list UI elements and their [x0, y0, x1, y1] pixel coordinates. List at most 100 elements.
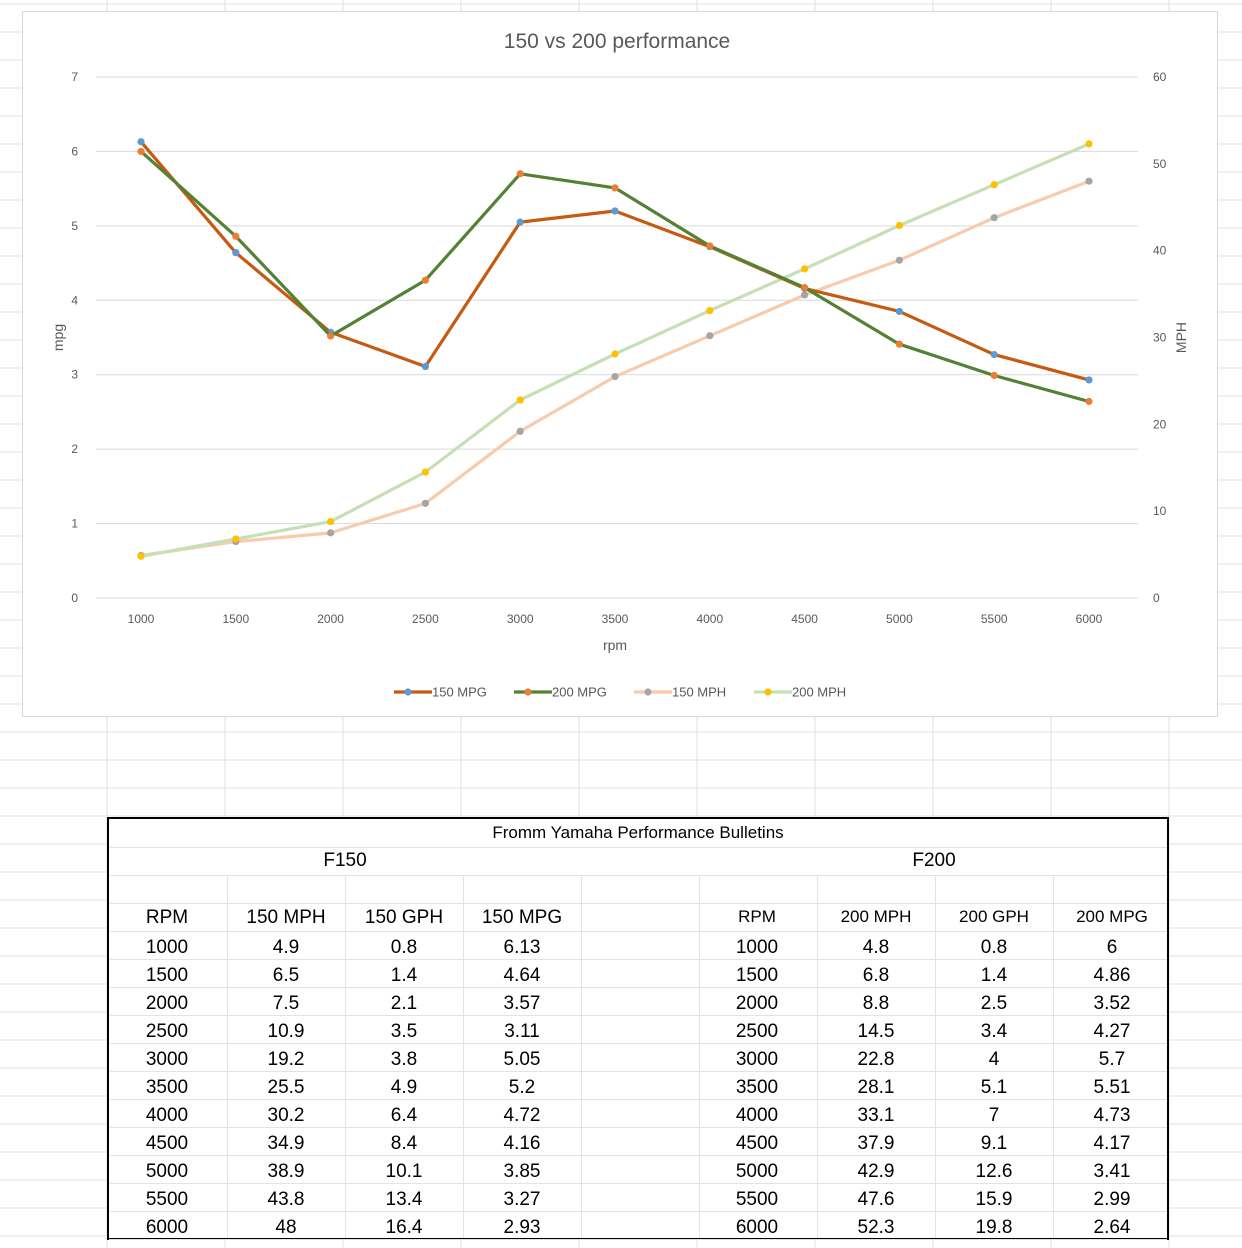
table-cell: 1000: [145, 937, 189, 958]
table-cell: 19.2: [267, 1049, 305, 1070]
data-point: [137, 147, 145, 156]
data-point: [327, 529, 335, 537]
table-cell: 25.5: [267, 1077, 305, 1098]
table-cell: 6.5: [272, 965, 300, 986]
grid-divider: [345, 875, 346, 1238]
grid-divider: [109, 1155, 1167, 1156]
grid-divider: [109, 1127, 1167, 1128]
table-cell: 4.8: [862, 937, 890, 958]
table-cell: 42.9: [857, 1161, 895, 1182]
table-cell: 4.9: [272, 937, 300, 958]
table-cell: 3.41: [1093, 1161, 1131, 1182]
table-cell: 5.7: [1098, 1049, 1126, 1070]
table-cell: 4000: [735, 1105, 779, 1126]
table-cell: 6000: [735, 1217, 779, 1238]
table-cell: 28.1: [857, 1077, 895, 1098]
table-cell: 3.5: [390, 1021, 418, 1042]
table-cell: 4.73: [1093, 1105, 1131, 1126]
table-cell: 3500: [145, 1077, 189, 1098]
chart-container[interactable]: 150 vs 200 performance 0 1 2 3 4 5 6 7 0 10 20 30 40 5…: [22, 11, 1218, 717]
table-cell: 3.57: [503, 993, 541, 1014]
chart-title: 150 vs 200 performance: [504, 30, 730, 53]
table-cell: 0.8: [980, 937, 1008, 958]
table-cell: 10.9: [267, 1021, 305, 1042]
table-cell: 9.1: [980, 1133, 1008, 1154]
table-cell: 1000: [735, 937, 779, 958]
x-tick-label: 3500: [602, 612, 629, 626]
data-point: [801, 284, 809, 292]
column-header: 150 MPH: [246, 907, 326, 928]
table-cell: 43.8: [267, 1189, 305, 1210]
data-point: [516, 396, 524, 404]
table-cell: 1.4: [390, 965, 418, 986]
table-cell: 4: [988, 1049, 1000, 1070]
table-cell: 2000: [145, 993, 189, 1014]
column-header: 150 GPH: [364, 907, 444, 928]
data-point: [990, 371, 998, 380]
table-cell: 7.5: [272, 993, 300, 1014]
table-cell: 13.4: [385, 1189, 423, 1210]
table-cell: 4.27: [1093, 1021, 1131, 1042]
x-tick-label: 3000: [507, 612, 534, 626]
y-tick-label: 5: [71, 219, 78, 233]
legend-label: 150 MPH: [672, 685, 726, 700]
data-point: [1085, 177, 1093, 185]
data-point: [895, 307, 904, 316]
table-cell: 0.8: [390, 937, 418, 958]
grid-divider: [109, 1043, 1167, 1044]
column-header: 200 GPH: [959, 907, 1029, 926]
group-label-f150: F150: [323, 850, 367, 871]
data-point: [706, 242, 714, 250]
table-cell: 2.93: [503, 1217, 541, 1238]
grid-divider: [109, 931, 1167, 932]
data-point: [706, 332, 714, 340]
data-point: [421, 499, 429, 507]
data-point: [706, 306, 714, 315]
y-tick-label: 7: [71, 70, 78, 84]
x-tick-label: 5000: [886, 612, 913, 626]
column-header: RPM: [145, 907, 189, 928]
table-cell: 30.2: [267, 1105, 305, 1126]
column-header: RPM: [738, 907, 776, 926]
y2-tick-label: 60: [1153, 70, 1167, 84]
table-cell: 4.86: [1093, 965, 1131, 986]
table-cell: 3.85: [503, 1161, 541, 1182]
x-axis-label: rpm: [603, 637, 627, 653]
data-point: [516, 427, 524, 435]
data-point: [421, 276, 429, 284]
table-cell: 5.2: [508, 1077, 536, 1098]
table-cell: 52.3: [857, 1217, 895, 1238]
series-line-150-mph: [140, 179, 1090, 558]
table-cell: 1500: [145, 965, 189, 986]
table-cell: 5500: [145, 1189, 189, 1210]
y2-tick-label: 30: [1153, 331, 1167, 345]
table-cell: 19.8: [975, 1217, 1013, 1238]
table-cell: 4.64: [503, 965, 541, 986]
grid-divider: [109, 1239, 1167, 1240]
table-cell: 3000: [735, 1049, 779, 1070]
data-point: [327, 332, 335, 340]
data-point: [421, 362, 429, 371]
table-cell: 5.05: [503, 1049, 541, 1070]
data-point: [1085, 397, 1093, 406]
table-cell: 4500: [145, 1133, 189, 1154]
grid-divider: [817, 875, 818, 1238]
table-cell: 15.9: [975, 1189, 1013, 1210]
legend-marker: [404, 688, 412, 696]
table-cell: 8.4: [390, 1133, 418, 1154]
table-cell: 38.9: [267, 1161, 305, 1182]
table-cell: 37.9: [857, 1133, 895, 1154]
data-point: [516, 218, 524, 226]
table-cell: 47.6: [857, 1189, 895, 1210]
table-cell: 12.6: [975, 1161, 1013, 1182]
data-point: [990, 351, 998, 359]
grid-divider: [581, 875, 582, 1238]
data-point: [990, 181, 998, 189]
table-cell: 3000: [145, 1049, 189, 1070]
table-cell: 2500: [735, 1021, 779, 1042]
data-point: [1085, 140, 1093, 148]
table-cell: 3.11: [504, 1021, 540, 1042]
x-tick-label: 4500: [791, 612, 818, 626]
legend-label: 200 MPH: [792, 685, 846, 700]
grid-divider: [463, 875, 464, 1238]
